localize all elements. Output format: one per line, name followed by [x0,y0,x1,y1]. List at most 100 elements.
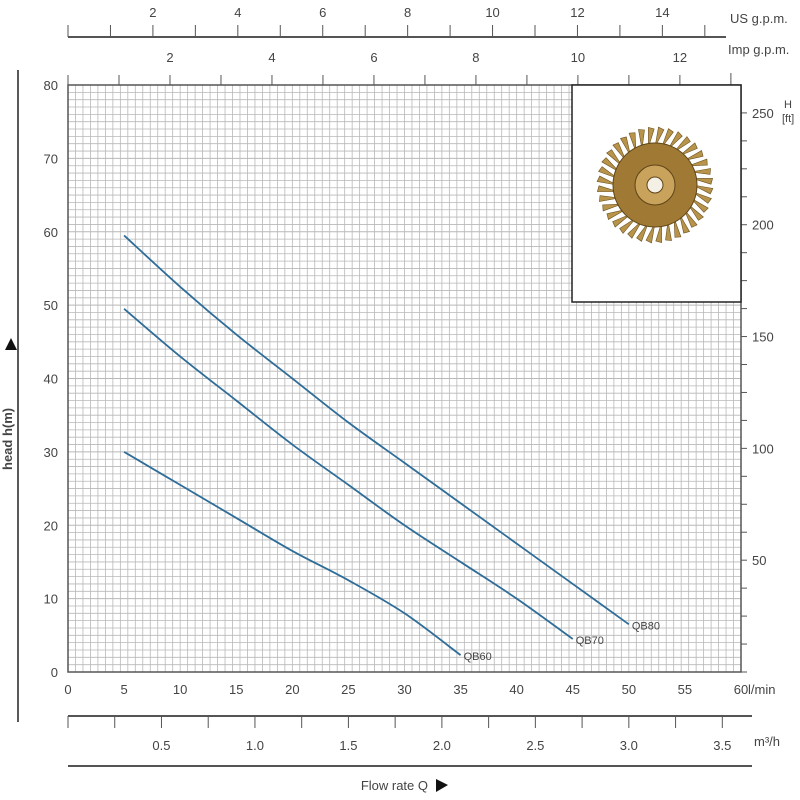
impeller-vane [661,128,674,148]
y-tick-label: 30 [44,445,58,460]
x-tick-label: 25 [341,682,355,697]
x-tick-label: 5 [120,682,127,697]
x-tick-label: 10 [173,682,187,697]
ft-tick-label: 100 [752,441,774,456]
ft-tick-label: 200 [752,218,774,233]
ft-tick-label: 150 [752,330,774,345]
imp-gpm-tick-label: 10 [571,50,585,65]
y-tick-label: 50 [44,298,58,313]
impeller-vane [655,222,662,244]
impeller-vane [596,185,618,192]
impeller-vane [665,220,672,241]
x-axis-title: Flow rate Q [361,778,428,793]
impeller-vane [628,132,637,153]
impeller-vane [645,222,656,244]
us-gpm-tick-label: 12 [570,5,584,20]
impeller-bore [646,176,664,194]
imp-gpm-tick-label: 6 [370,50,377,65]
x-tick-label: 50 [622,682,636,697]
impeller-vane [619,217,637,234]
y-tick-label: 80 [44,78,58,93]
impeller-vane [638,129,645,150]
curve-qb70 [123,308,574,640]
impeller-vane [612,213,631,228]
impeller-vane [687,158,708,167]
impeller-vane [690,168,711,175]
us-gpm-tick-label: 2 [149,5,156,20]
plot-frame [67,84,742,673]
y-tick-label: 60 [44,225,58,240]
x-tick-label: 20 [285,682,299,697]
impeller-vane [648,126,655,148]
impeller-vane [683,149,704,161]
imp-gpm-tick-label: 2 [166,50,173,65]
us-gpm-unit: US g.p.m. [730,11,788,26]
us-gpm-tick-label: 8 [404,5,411,20]
m3h-tick-label: 3.0 [620,738,638,753]
x-tick-label: 30 [397,682,411,697]
impeller-vane [599,195,620,202]
impeller-vane [601,157,620,173]
impeller-vane [612,142,627,161]
y-tick-label: 20 [44,518,58,533]
ft-axis-title: H [784,99,792,111]
imp-gpm-tick-label: 8 [472,50,479,65]
m3h-tick-label: 1.0 [246,738,264,753]
impeller-vane [667,131,683,150]
y-tick-label: 70 [44,151,58,166]
impeller-vane [606,209,627,221]
us-gpm-tick-label: 14 [655,5,669,20]
x-tick-label: 45 [566,682,580,697]
y-tick-label: 10 [44,592,58,607]
impeller-vane [598,166,618,179]
m3h-tick-label: 2.0 [433,738,451,753]
impeller-vane [673,136,691,153]
impeller-vane [596,175,618,186]
impeller-vane [627,220,643,239]
x-tick-label: 60 [734,682,748,697]
us-gpm-tick-label: 6 [319,5,326,20]
m3h-tick-label: 0.5 [152,738,170,753]
us-gpm-tick-label: 4 [234,5,241,20]
impeller-vane [673,217,682,238]
ft-axis-unit: [ft] [782,113,794,125]
us-gpm-tick-label: 10 [485,5,499,20]
arrow-right-icon [436,779,448,792]
impeller-vane [679,142,698,157]
impeller-vane [619,136,631,157]
x-tick-label: 15 [229,682,243,697]
impeller-vane [692,191,712,204]
imp-gpm-unit: Imp g.p.m. [728,42,789,57]
impeller-vane [692,178,714,185]
impeller-vane [602,203,623,212]
curve-label: QB80 [632,620,660,632]
impeller-vane [692,184,714,195]
imp-gpm-tick-label: 4 [268,50,275,65]
impeller-vane [690,197,709,213]
x-tick-label: 55 [678,682,692,697]
curve-label: QB60 [464,651,492,663]
impeller-vane [679,213,691,234]
impeller-vane [683,209,698,228]
curve-qb60 [123,451,462,656]
impeller-vane [654,126,665,148]
y-tick-label: 0 [51,665,58,680]
ft-tick-label: 250 [752,106,774,121]
curve-qb80 [123,234,630,626]
m3h-tick-label: 1.5 [339,738,357,753]
x-unit-label: l/min [748,682,775,697]
curve-label: QB70 [576,635,604,647]
impeller-vane [606,149,623,167]
imp-gpm-tick-label: 12 [673,50,687,65]
m3h-tick-label: 2.5 [526,738,544,753]
ft-tick-label: 50 [752,553,766,568]
y-tick-label: 40 [44,372,58,387]
arrow-up-icon [5,338,17,350]
m3h-unit: m³/h [754,734,780,749]
impeller-vane [636,222,649,242]
x-tick-label: 0 [64,682,71,697]
impeller-vane [687,203,704,221]
x-tick-label: 40 [509,682,523,697]
y-axis-title: head h(m) [0,408,15,470]
